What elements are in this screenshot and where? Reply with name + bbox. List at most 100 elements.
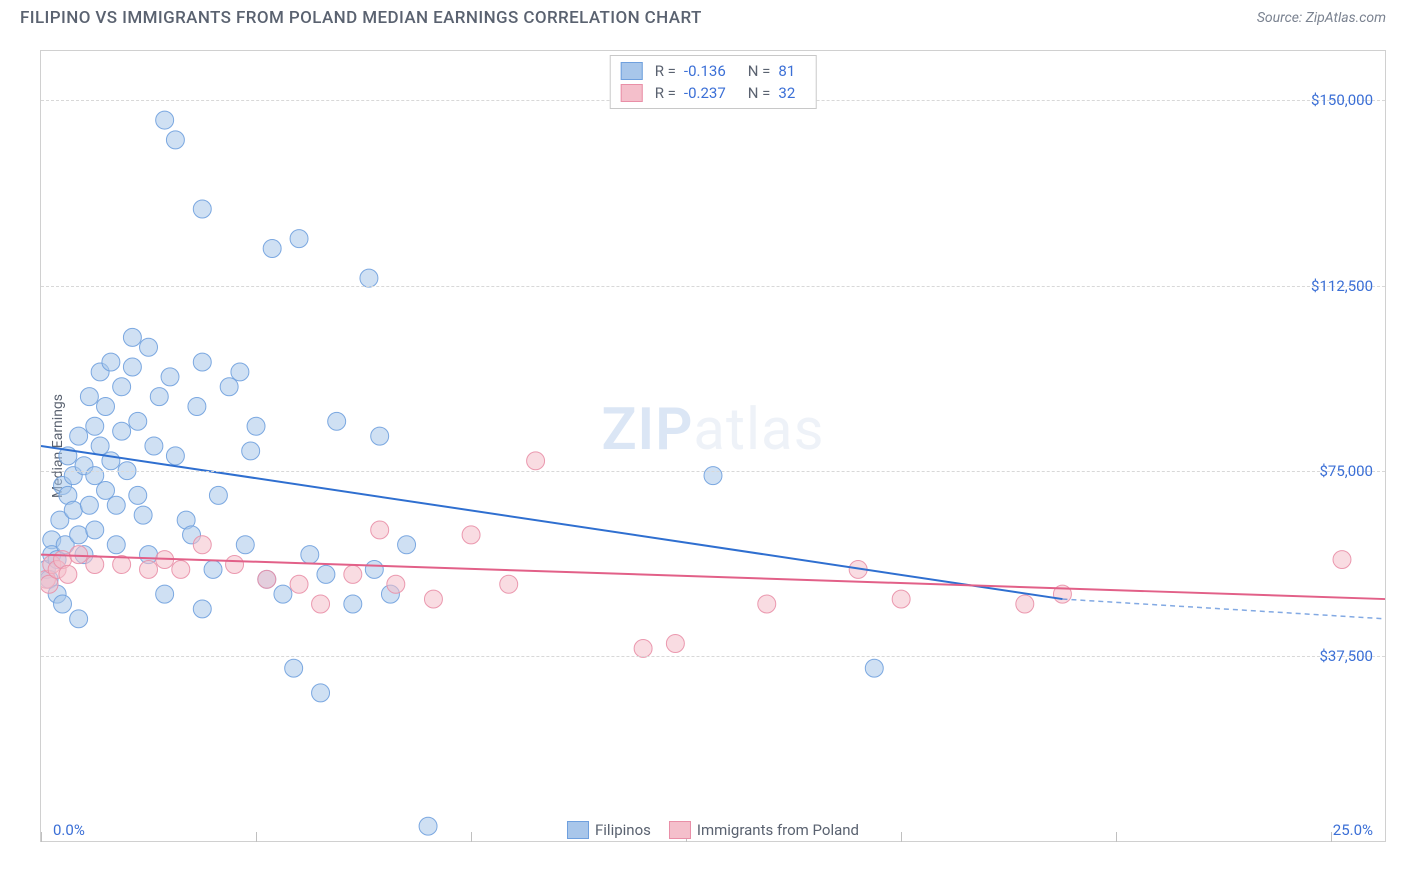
- data-point: [344, 595, 362, 613]
- data-point: [59, 565, 77, 583]
- r-value: -0.237: [684, 84, 726, 102]
- data-point: [193, 600, 211, 618]
- data-point: [91, 437, 109, 455]
- data-point: [150, 388, 168, 406]
- data-point: [398, 536, 416, 554]
- data-point: [371, 521, 389, 539]
- legend-label: Filipinos: [595, 821, 651, 839]
- data-point: [161, 368, 179, 386]
- data-point: [86, 556, 104, 574]
- x-tick: [256, 832, 257, 842]
- data-point: [285, 659, 303, 677]
- data-point: [236, 536, 254, 554]
- data-point: [166, 131, 184, 149]
- data-point: [193, 536, 211, 554]
- data-point: [387, 575, 405, 593]
- legend-swatch: [669, 821, 691, 839]
- x-tick: [471, 832, 472, 842]
- data-point: [258, 570, 276, 588]
- data-point: [129, 486, 147, 504]
- legend-swatch: [621, 62, 643, 80]
- data-point: [419, 817, 437, 835]
- x-tick: [901, 832, 902, 842]
- data-point: [107, 496, 125, 514]
- data-point: [80, 496, 98, 514]
- data-point: [892, 590, 910, 608]
- data-point: [317, 565, 335, 583]
- r-label: R =: [655, 84, 676, 102]
- data-point: [462, 526, 480, 544]
- data-point: [86, 521, 104, 539]
- data-point: [242, 442, 260, 460]
- y-tick-label: $75,000: [1319, 462, 1373, 480]
- data-point: [129, 412, 147, 430]
- data-point: [344, 565, 362, 583]
- data-point: [226, 556, 244, 574]
- data-point: [113, 422, 131, 440]
- data-point: [140, 338, 158, 356]
- data-point: [70, 526, 88, 544]
- data-point: [301, 546, 319, 564]
- data-point: [140, 560, 158, 578]
- gridline: [41, 286, 1385, 287]
- data-point: [193, 353, 211, 371]
- data-point: [865, 659, 883, 677]
- data-point: [371, 427, 389, 445]
- data-point: [102, 353, 120, 371]
- data-point: [193, 200, 211, 218]
- data-point: [70, 427, 88, 445]
- data-point: [113, 378, 131, 396]
- data-point: [134, 506, 152, 524]
- n-value: 81: [778, 62, 795, 80]
- data-point: [328, 412, 346, 430]
- trend-line: [41, 555, 1385, 599]
- gridline: [41, 656, 1385, 657]
- data-point: [86, 467, 104, 485]
- r-label: R =: [655, 62, 676, 80]
- data-point: [220, 378, 238, 396]
- chart-title: FILIPINO VS IMMIGRANTS FROM POLAND MEDIA…: [20, 8, 702, 28]
- legend-item: Filipinos: [567, 821, 651, 839]
- data-point: [424, 590, 442, 608]
- data-point: [54, 595, 72, 613]
- data-point: [312, 595, 330, 613]
- source-label: Source: ZipAtlas.com: [1257, 10, 1386, 26]
- data-point: [123, 328, 141, 346]
- data-point: [527, 452, 545, 470]
- data-point: [365, 560, 383, 578]
- chart-area: ZIPatlas R = -0.136 N = 81 R = -0.237 N …: [40, 50, 1386, 842]
- correlation-legend: R = -0.136 N = 81 R = -0.237 N = 32: [610, 55, 817, 109]
- legend-label: Immigrants from Poland: [697, 821, 859, 839]
- y-tick-label: $150,000: [1311, 91, 1373, 109]
- data-point: [70, 546, 88, 564]
- n-label: N =: [748, 84, 771, 102]
- data-point: [500, 575, 518, 593]
- legend-row: R = -0.237 N = 32: [621, 82, 806, 104]
- series-legend: Filipinos Immigrants from Poland: [567, 821, 859, 839]
- data-point: [704, 467, 722, 485]
- data-point: [274, 585, 292, 603]
- trend-line-ext: [1062, 599, 1385, 619]
- n-label: N =: [748, 62, 771, 80]
- data-point: [231, 363, 249, 381]
- data-point: [290, 575, 308, 593]
- data-point: [107, 536, 125, 554]
- legend-row: R = -0.136 N = 81: [621, 60, 806, 82]
- gridline: [41, 471, 1385, 472]
- x-tick: [41, 832, 42, 842]
- data-point: [86, 417, 104, 435]
- data-point: [312, 684, 330, 702]
- data-point: [634, 639, 652, 657]
- legend-item: Immigrants from Poland: [669, 821, 859, 839]
- data-point: [156, 585, 174, 603]
- data-point: [188, 398, 206, 416]
- n-value: 32: [778, 84, 795, 102]
- data-point: [97, 481, 115, 499]
- legend-swatch: [621, 84, 643, 102]
- data-point: [263, 240, 281, 258]
- data-point: [166, 447, 184, 465]
- x-tick: [1116, 832, 1117, 842]
- data-point: [156, 111, 174, 129]
- data-point: [172, 560, 190, 578]
- data-point: [80, 388, 98, 406]
